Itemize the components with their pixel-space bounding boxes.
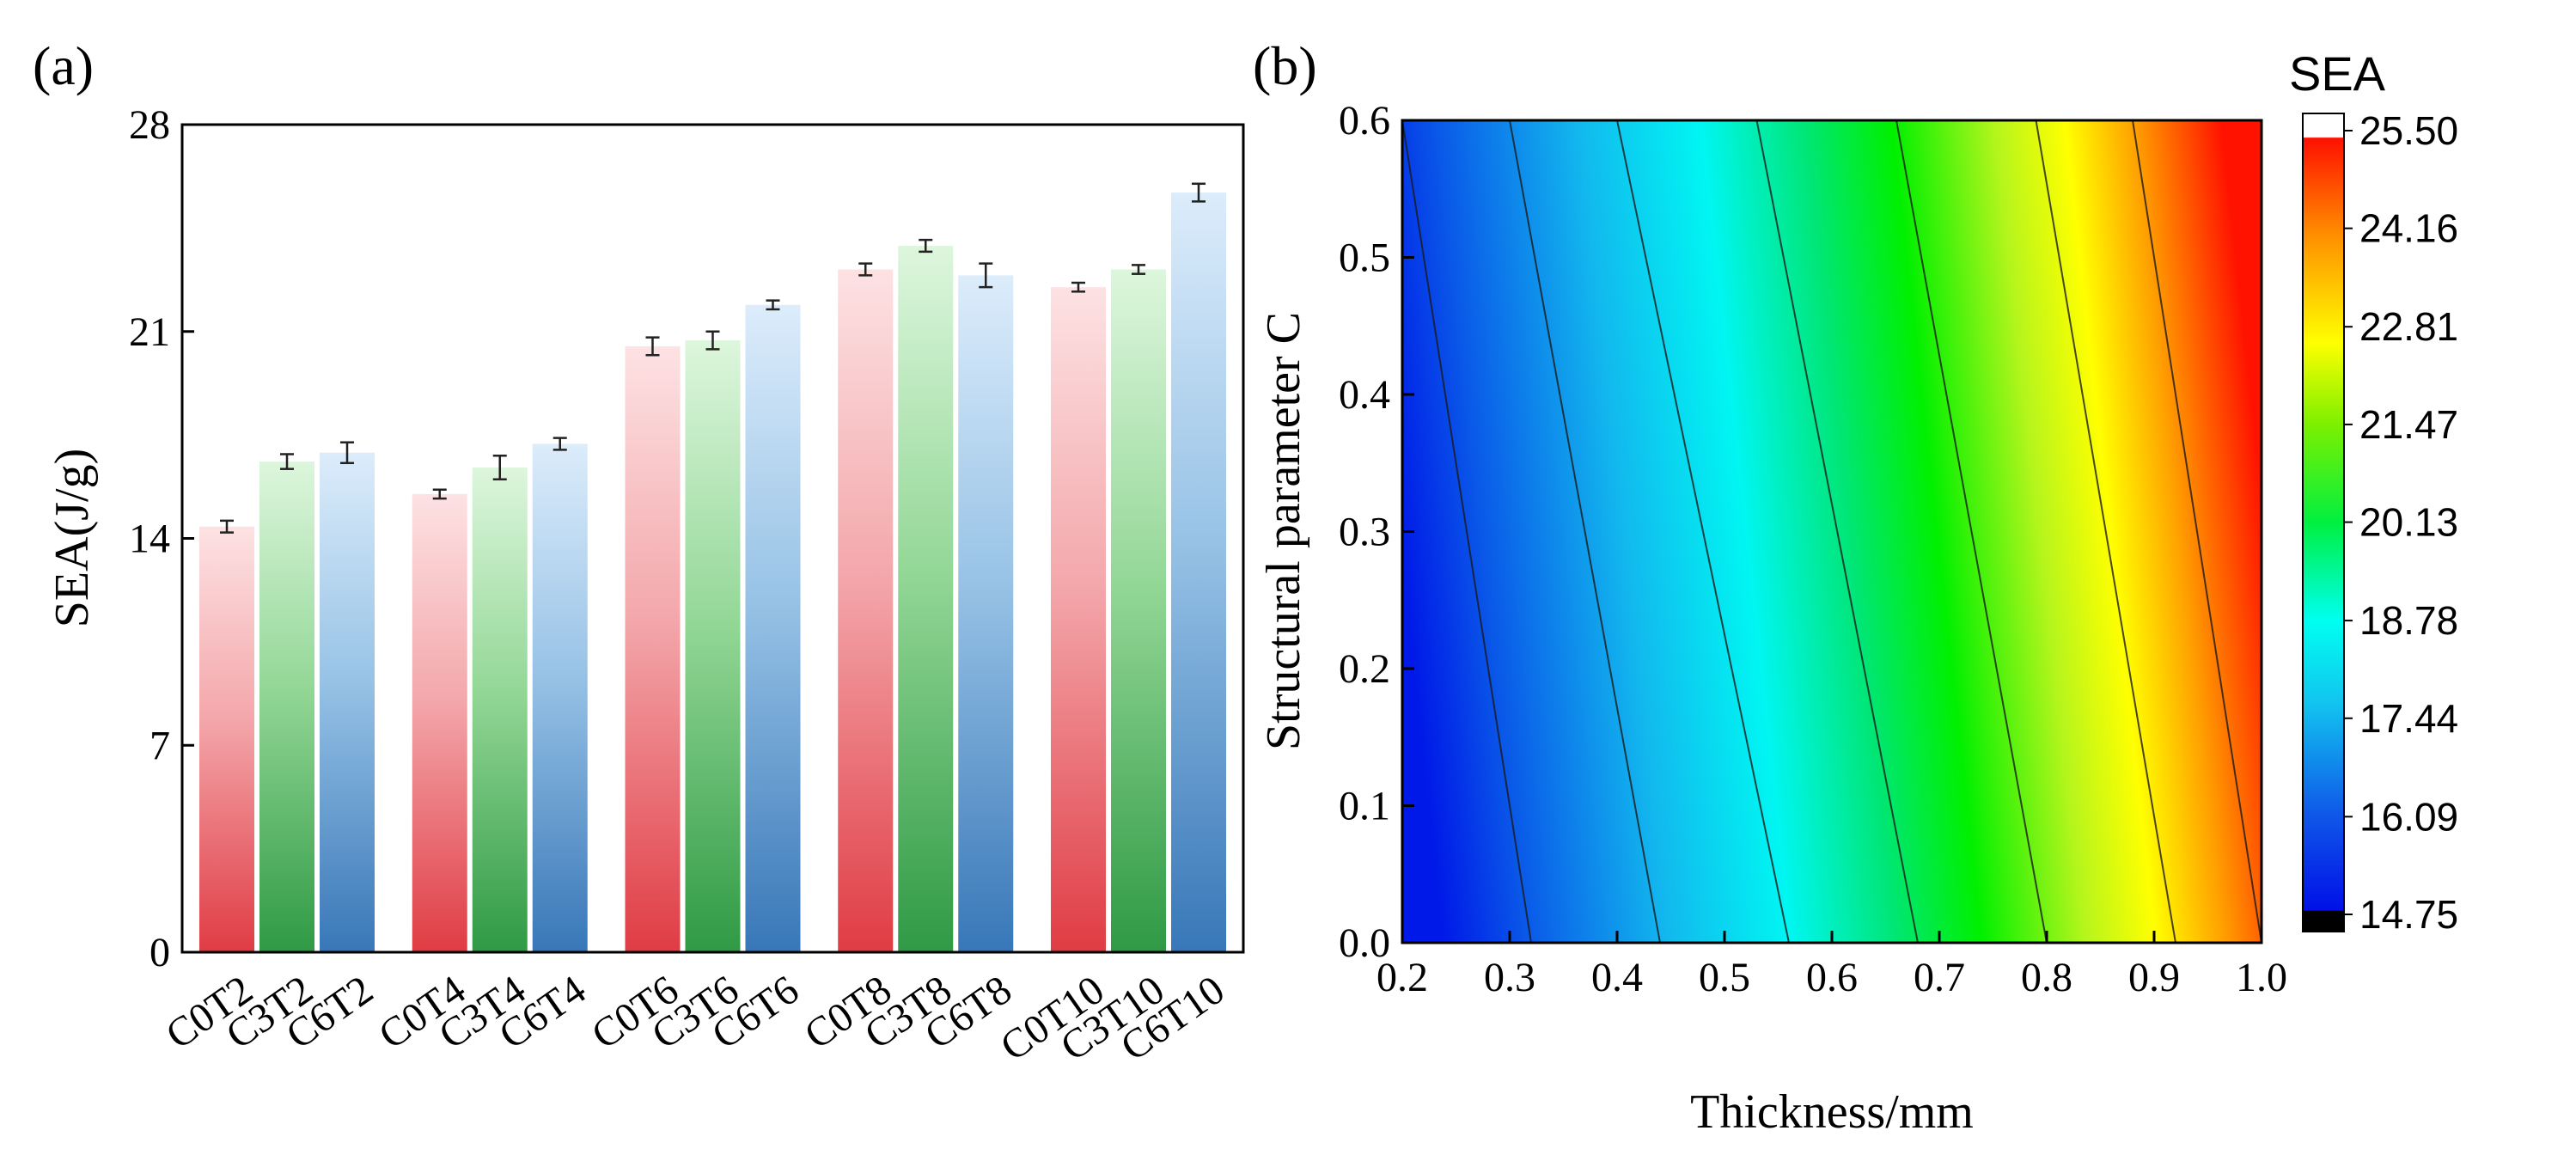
colorbar-title: SEA — [2289, 46, 2386, 101]
bar-C0T6 — [625, 345, 681, 953]
y-tick-label: 0.0 — [1339, 920, 1390, 966]
y-tick-label: 0.2 — [1339, 646, 1390, 692]
x-tick-label: 0.5 — [1699, 955, 1750, 1000]
contour-line — [2132, 120, 2262, 943]
colorbar-tick-label: 18.78 — [2359, 598, 2458, 643]
y-tick-label: 0.5 — [1339, 235, 1390, 281]
y-tick-label: 14 — [129, 516, 170, 562]
x-tick-label: 1.0 — [2236, 955, 2287, 1000]
panel-a-label: (a) — [33, 35, 94, 96]
colorbar — [2303, 113, 2344, 932]
colorbar-tick-label: 24.16 — [2359, 206, 2458, 251]
x-tick-label: 0.2 — [1377, 955, 1428, 1000]
panel-b-x-axis-title: Thickness/mm — [1690, 1085, 1974, 1139]
contour-line — [1509, 120, 1661, 943]
bar-C0T10 — [1051, 287, 1106, 952]
y-tick-label: 7 — [150, 723, 170, 768]
contour-line — [1755, 120, 1919, 943]
panel-b-color-field — [1402, 120, 2262, 943]
panel-b-contour-lines — [1402, 120, 2262, 943]
panel-a-bar-chart: (a) 0 7 14 21 28 C0T2C3T2C6T2C0T4C3T4C6T4C0T… — [33, 35, 1245, 1070]
panel-b-contour-plot: (b) 0.2 0.3 0.4 0.5 0.6 0.7 0.8 0.9 1.00.00.10.2… — [1253, 35, 2458, 1139]
x-tick-label: 0.3 — [1484, 955, 1535, 1000]
panel-a-x-tick-labels: C0T2C3T2C6T2C0T4C3T4C6T4C0T6C3T6C6T6C0T8… — [158, 967, 1233, 1070]
contour-line — [2035, 120, 2176, 943]
contour-line — [1895, 120, 2048, 943]
bar-C0T8 — [838, 269, 894, 952]
bar-C3T8 — [898, 246, 954, 952]
contour-line — [1402, 120, 1532, 943]
contour-line — [1616, 120, 1790, 943]
y-tick-label: 0.6 — [1339, 98, 1390, 144]
bar-C6T10 — [1171, 193, 1226, 952]
panel-b-ticks: 0.2 0.3 0.4 0.5 0.6 0.7 0.8 0.9 1.0 0.0 0.1 0.2 0.3 0… — [1339, 98, 2287, 1000]
colorbar-ticks: 14.75 16.09 17.44 18.78 20.13 21.47 22.81 24.16… — [2344, 108, 2458, 937]
y-tick-label: 0.1 — [1339, 784, 1390, 829]
panel-b-plot-frame — [1401, 119, 2263, 944]
colorbar-tick-label: 17.44 — [2359, 696, 2458, 741]
panel-a-y-ticks: 0 7 14 21 28 — [129, 102, 194, 975]
bar-C3T2 — [259, 461, 314, 952]
bar-C0T4 — [412, 493, 467, 952]
bar-C6T4 — [532, 443, 588, 952]
bar-C0T2 — [199, 526, 254, 952]
bar-C6T8 — [958, 275, 1014, 952]
bar-C6T6 — [745, 304, 801, 953]
y-tick-label: 0.3 — [1339, 510, 1390, 555]
x-tick-label: 0.8 — [2021, 955, 2072, 1000]
x-tick-label: 0.7 — [1914, 955, 1965, 1000]
y-tick-label: 28 — [129, 102, 170, 148]
colorbar-tick-label: 22.81 — [2359, 304, 2458, 349]
colorbar-tick-label: 21.47 — [2359, 402, 2458, 447]
bar-C3T6 — [685, 340, 741, 952]
x-tick-label: 0.9 — [2128, 955, 2180, 1000]
panel-b-y-axis-title: Structural parameter C — [1257, 312, 1310, 750]
panel-a-bars — [199, 182, 1226, 953]
bar-C3T4 — [472, 467, 528, 952]
y-tick-label: 0 — [150, 930, 170, 975]
bar-C6T2 — [320, 452, 375, 952]
colorbar-tick-label: 16.09 — [2359, 794, 2458, 839]
y-tick-label: 0.4 — [1339, 372, 1390, 418]
bar-C3T10 — [1111, 269, 1166, 952]
y-tick-label: 21 — [129, 309, 170, 355]
colorbar-tick-label: 20.13 — [2359, 500, 2458, 545]
panel-b-label: (b) — [1253, 35, 1317, 96]
x-tick-label: 0.6 — [1806, 955, 1858, 1000]
panel-a-y-axis-title: SEA(J/g) — [46, 449, 99, 627]
colorbar-tick-label: 14.75 — [2359, 892, 2458, 937]
x-tick-label: 0.4 — [1591, 955, 1643, 1000]
panel-a-plot-frame — [180, 123, 1245, 954]
colorbar-tick-label: 25.50 — [2359, 108, 2458, 153]
